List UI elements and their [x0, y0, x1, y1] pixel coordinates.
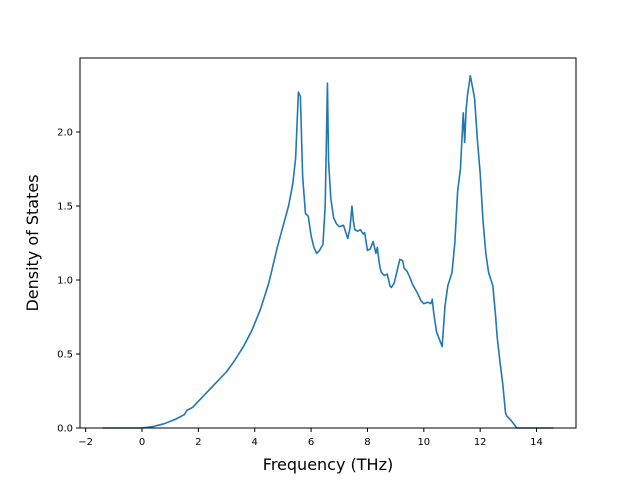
x-tick-label: 12 — [474, 437, 487, 448]
y-tick-label: 0.5 — [57, 350, 73, 361]
y-tick-label: 2.0 — [57, 128, 73, 139]
y-axis-label: Density of States — [23, 174, 42, 311]
x-tick-label: 6 — [308, 437, 314, 448]
plot-area — [102, 74, 554, 429]
x-tick-label: −2 — [78, 437, 93, 448]
y-tick-label: 1.0 — [57, 276, 73, 287]
y-tick-label: 0.0 — [57, 424, 73, 435]
axes-frame — [79, 57, 577, 429]
x-tick-label: 14 — [530, 437, 543, 448]
x-tick-label: 4 — [252, 437, 258, 448]
x-axis-label: Frequency (THz) — [263, 455, 393, 474]
x-tick-label: 10 — [417, 437, 430, 448]
y-tick-label: 1.5 — [57, 202, 73, 213]
x-tick-label: 0 — [139, 437, 145, 448]
dos-series-line — [102, 74, 554, 429]
ticks: −2 0 2 4 6 8 10 12 14 0.0 0.5 1.0 1.5 2.0 — [57, 128, 543, 449]
x-tick-label: 8 — [364, 437, 370, 448]
x-tick-label: 2 — [195, 437, 201, 448]
